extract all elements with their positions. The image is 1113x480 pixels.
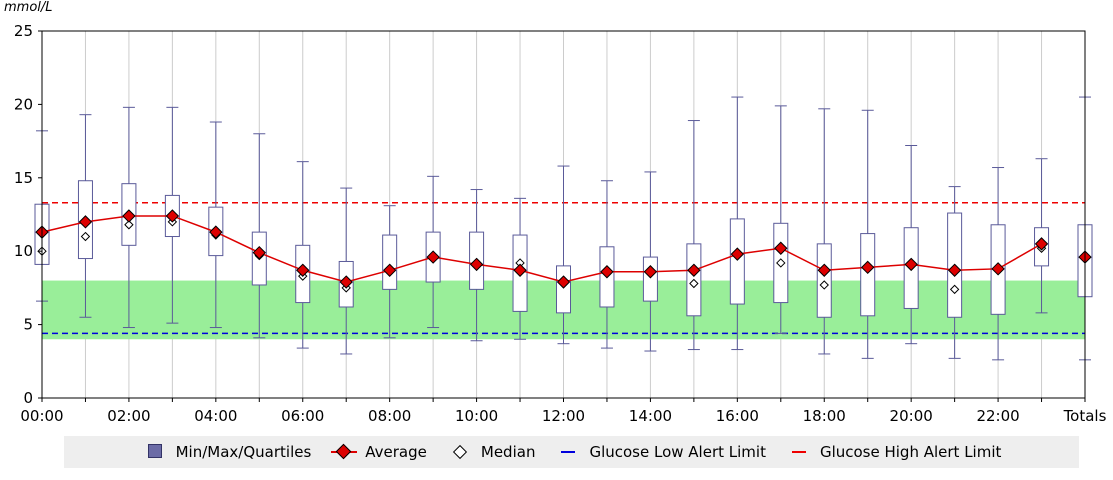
average-marker bbox=[643, 265, 658, 279]
y-tick-label: 25 bbox=[14, 22, 33, 40]
y-axis-unit-label: mmol/L bbox=[4, 0, 53, 15]
x-tick-label: 08:00 bbox=[368, 407, 411, 425]
average-marker bbox=[382, 263, 397, 277]
glucose-boxplot-chart: 0 5 10 15 20 25 00:00 02:00 04:00 06:00 08:00 10:00… bbox=[14, 22, 1107, 425]
x-tick-label: Totals bbox=[1063, 407, 1107, 425]
legend-box-swatch bbox=[142, 444, 168, 460]
average-marker bbox=[730, 247, 745, 261]
x-tick-label: 14:00 bbox=[629, 407, 672, 425]
legend-average-label: Average bbox=[365, 443, 427, 461]
average-marker bbox=[78, 215, 93, 229]
median-marker bbox=[124, 220, 134, 230]
legend-item-low-limit: Glucose Low Alert Limit bbox=[555, 443, 766, 461]
legend-quartiles-label: Min/Max/Quartiles bbox=[175, 443, 312, 461]
legend-high-limit-swatch bbox=[786, 444, 812, 460]
average-marker bbox=[513, 263, 527, 277]
quartile-box bbox=[556, 265, 571, 314]
average-marker bbox=[339, 275, 353, 289]
average-marker bbox=[165, 209, 180, 223]
chart-legend: Min/Max/Quartiles Average Median Glucose… bbox=[64, 436, 1079, 468]
x-tick-label: 06:00 bbox=[281, 407, 324, 425]
quartile-box bbox=[382, 234, 398, 290]
average-marker bbox=[600, 265, 614, 279]
average-marker bbox=[904, 257, 918, 272]
median-marker bbox=[776, 258, 786, 268]
x-tick-label: 22:00 bbox=[976, 407, 1019, 425]
x-tick-label: 10:00 bbox=[455, 407, 498, 425]
average-marker bbox=[774, 241, 788, 255]
quartile-box bbox=[729, 218, 745, 305]
y-tick-label: 15 bbox=[14, 169, 33, 187]
median-marker bbox=[80, 231, 91, 242]
average-marker bbox=[209, 225, 223, 239]
y-tick-label: 10 bbox=[14, 242, 33, 260]
median-marker bbox=[689, 278, 699, 289]
y-tick-label: 20 bbox=[14, 95, 33, 113]
x-tick-label: 20:00 bbox=[890, 407, 933, 425]
x-tick-label: 16:00 bbox=[716, 407, 759, 425]
y-tick-label: 0 bbox=[23, 389, 33, 407]
legend-item-average: Average bbox=[331, 443, 427, 461]
y-tick-label: 5 bbox=[23, 316, 33, 334]
legend-median-swatch bbox=[447, 444, 473, 460]
legend-item-high-limit: Glucose High Alert Limit bbox=[786, 443, 1001, 461]
legend-item-quartiles: Min/Max/Quartiles bbox=[142, 443, 312, 461]
average-marker bbox=[861, 260, 875, 275]
average-marker bbox=[296, 263, 310, 277]
legend-average-swatch bbox=[331, 443, 358, 460]
average-marker bbox=[122, 209, 136, 223]
average-line bbox=[41, 215, 1042, 283]
x-tick-label: 00:00 bbox=[20, 407, 63, 425]
average-marker bbox=[817, 263, 831, 277]
legend-high-limit-label: Glucose High Alert Limit bbox=[819, 443, 1002, 461]
x-tick-label: 18:00 bbox=[803, 407, 846, 425]
legend-low-limit-swatch bbox=[555, 444, 581, 460]
average-marker bbox=[991, 262, 1005, 276]
x-tick-label: 04:00 bbox=[194, 407, 237, 425]
average-marker bbox=[469, 257, 484, 272]
median-marker bbox=[949, 284, 960, 295]
x-tick-label: 02:00 bbox=[107, 407, 150, 425]
quartile-box bbox=[642, 256, 658, 302]
average-marker bbox=[687, 263, 701, 277]
legend-low-limit-label: Glucose Low Alert Limit bbox=[589, 443, 766, 461]
median-marker bbox=[819, 280, 829, 290]
average-marker bbox=[1034, 237, 1049, 251]
average-marker bbox=[252, 245, 266, 260]
x-tick-label: 12:00 bbox=[542, 407, 585, 425]
quartile-box bbox=[860, 233, 876, 317]
average-marker bbox=[426, 250, 440, 264]
average-marker bbox=[556, 275, 571, 289]
average-marker bbox=[947, 263, 962, 277]
legend-median-label: Median bbox=[480, 443, 536, 461]
legend-item-median: Median bbox=[447, 443, 536, 461]
